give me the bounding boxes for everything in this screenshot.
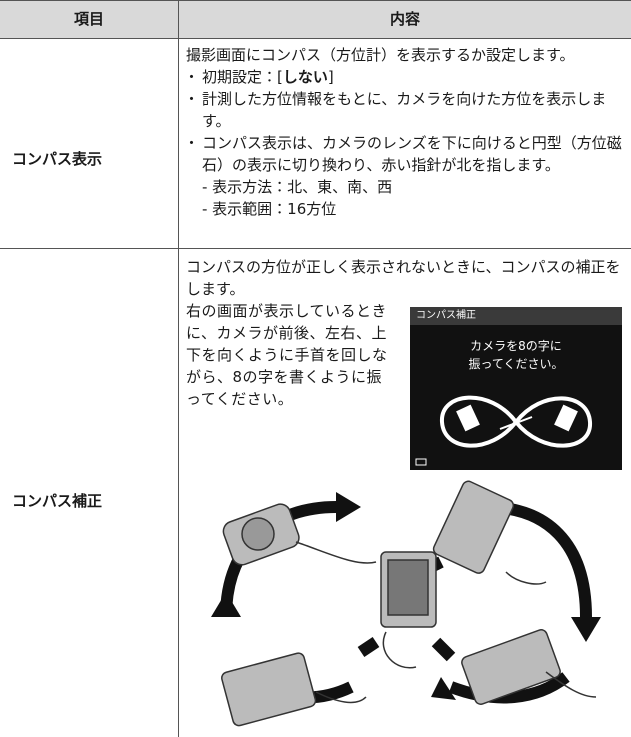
column-divider: [178, 0, 179, 737]
bullet: 初期設定：[しない]: [184, 66, 626, 88]
paragraph: 撮影画面にコンパス（方位計）を表示するか設定します。: [186, 46, 575, 64]
text: 初期設定：[: [202, 68, 283, 86]
screen-message: カメラを8の字に 振ってください。: [410, 337, 622, 373]
list: 初期設定：[しない] 計測した方位情報をもとに、カメラを向けた方位を表示します。…: [184, 66, 626, 220]
text: ]: [327, 68, 334, 86]
bullet: 計測した方位情報をもとに、カメラを向けた方位を表示します。: [184, 88, 626, 132]
paragraph: コンパスの方位が正しく表示されないときに、コンパスの補正をします。: [186, 258, 621, 298]
item-label: コンパス表示: [12, 150, 103, 168]
sub-item: - 表示方法：北、東、南、西: [202, 178, 393, 196]
header-row: [0, 1, 631, 38]
screen-title: コンパス補正: [410, 307, 622, 325]
text: カメラを8の字に: [470, 339, 562, 353]
content: 撮影画面にコンパス（方位計）を表示するか設定します。 初期設定：[しない] 計測…: [184, 44, 626, 220]
screen-graphic: [415, 395, 593, 466]
header-cell: 項目: [73, 10, 104, 28]
paragraph: 右の画面が表示しているときに、カメラが前後、左右、上下を向くように手首を回しなが…: [186, 302, 388, 408]
rule: [0, 38, 631, 39]
content: コンパスの方位が正しく表示されないときに、コンパスの補正をします。 右の画面が表…: [186, 256, 626, 410]
text: 振ってください。: [468, 357, 564, 371]
rule: [0, 0, 631, 1]
item-label: コンパス補正: [12, 492, 103, 510]
illustration: [211, 480, 601, 727]
header-cell: 内容: [389, 10, 420, 28]
sub-item: - 表示範囲：16方位: [202, 200, 337, 218]
camera-screen: コンパス補正 カメラを8の字に 振ってください。: [410, 307, 622, 470]
bullet: コンパス表示は、カメラのレンズを下に向けると円型（方位磁石）の表示に切り換わり、…: [184, 132, 626, 176]
rule: [0, 248, 631, 249]
text: しない: [282, 68, 328, 86]
